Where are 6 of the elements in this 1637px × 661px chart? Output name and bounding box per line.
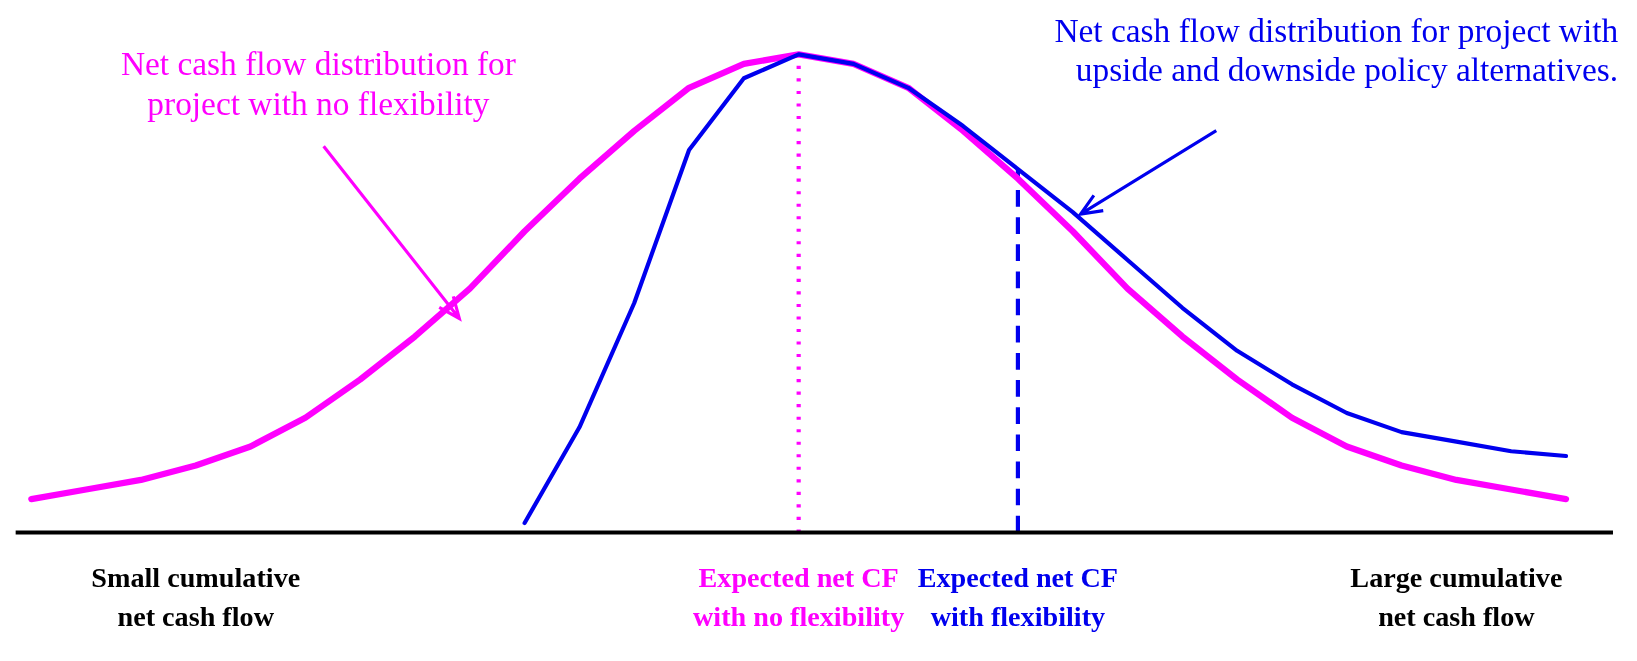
x-tick-label: Expected net CF with flexibility <box>917 561 1119 633</box>
annotation: Net cash flow distribution for project with no flexibility <box>120 45 516 122</box>
x-tick-label: Expected net CF with no flexibility <box>693 561 905 633</box>
annotation: Net cash flow distribution for project with upside and downside policy alternatives. <box>1054 11 1619 89</box>
x-tick-label: Large cumulative net cash flow <box>1350 561 1563 633</box>
x-tick-label: Small cumulative net cash flow <box>91 561 301 633</box>
